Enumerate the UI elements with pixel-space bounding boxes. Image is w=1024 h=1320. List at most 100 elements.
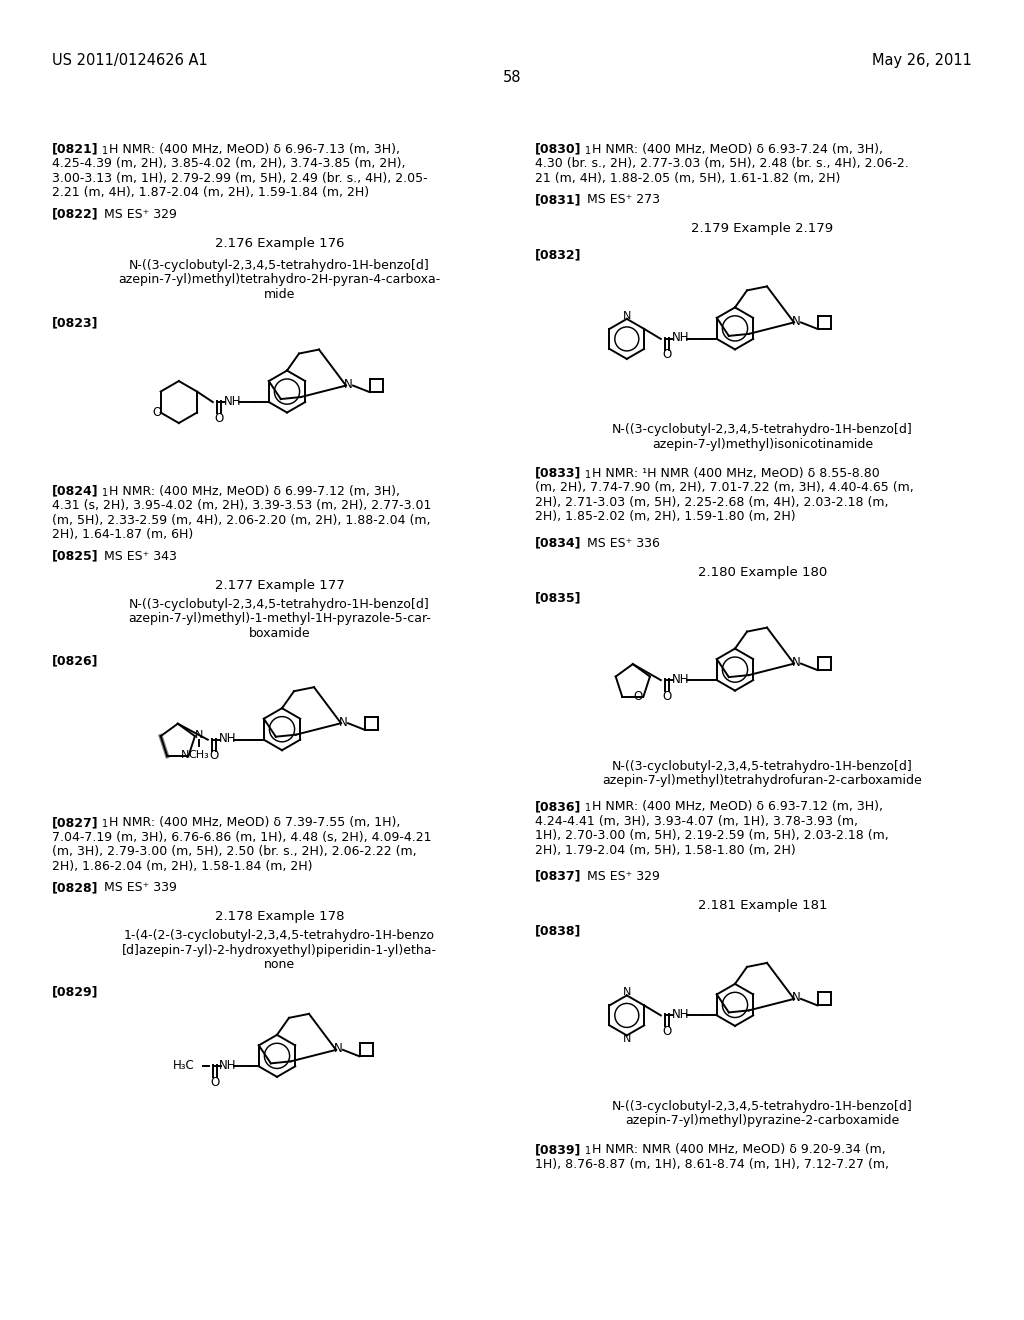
Text: [0837]: [0837] xyxy=(535,870,582,883)
Text: O: O xyxy=(634,690,643,704)
Text: H NMR: (400 MHz, MeOD) δ 7.39-7.55 (m, 1H),: H NMR: (400 MHz, MeOD) δ 7.39-7.55 (m, 1… xyxy=(109,816,400,829)
Text: 2H), 1.79-2.04 (m, 5H), 1.58-1.80 (m, 2H): 2H), 1.79-2.04 (m, 5H), 1.58-1.80 (m, 2H… xyxy=(535,843,796,857)
Text: N: N xyxy=(195,730,203,741)
Text: N: N xyxy=(623,987,631,998)
Text: N: N xyxy=(623,312,631,321)
Text: N: N xyxy=(623,1035,631,1044)
Text: 2.178 Example 178: 2.178 Example 178 xyxy=(215,911,344,924)
Text: 1: 1 xyxy=(585,470,591,480)
Text: MS ES⁺ 343: MS ES⁺ 343 xyxy=(104,550,177,562)
Text: 2.179 Example 2.179: 2.179 Example 2.179 xyxy=(691,222,834,235)
Text: (m, 2H), 7.74-7.90 (m, 2H), 7.01-7.22 (m, 3H), 4.40-4.65 (m,: (m, 2H), 7.74-7.90 (m, 2H), 7.01-7.22 (m… xyxy=(535,482,913,495)
Text: azepin-7-yl)methyl)tetrahydrofuran-2-carboxamide: azepin-7-yl)methyl)tetrahydrofuran-2-car… xyxy=(603,774,923,787)
Text: NH: NH xyxy=(672,673,689,685)
Text: [0839]: [0839] xyxy=(535,1143,582,1156)
Text: 7.04-7.19 (m, 3H), 6.76-6.86 (m, 1H), 4.48 (s, 2H), 4.09-4.21: 7.04-7.19 (m, 3H), 6.76-6.86 (m, 1H), 4.… xyxy=(52,830,431,843)
Text: [d]azepin-7-yl)-2-hydroxyethyl)piperidin-1-yl)etha-: [d]azepin-7-yl)-2-hydroxyethyl)piperidin… xyxy=(122,944,437,957)
Text: [0828]: [0828] xyxy=(52,882,98,895)
Text: [0832]: [0832] xyxy=(535,248,582,261)
Text: 2H), 1.86-2.04 (m, 2H), 1.58-1.84 (m, 2H): 2H), 1.86-2.04 (m, 2H), 1.58-1.84 (m, 2H… xyxy=(52,859,312,873)
Text: 21 (m, 4H), 1.88-2.05 (m, 5H), 1.61-1.82 (m, 2H): 21 (m, 4H), 1.88-2.05 (m, 5H), 1.61-1.82… xyxy=(535,172,841,185)
Text: MS ES⁺ 329: MS ES⁺ 329 xyxy=(587,870,659,883)
Text: [0838]: [0838] xyxy=(535,925,582,939)
Text: [0830]: [0830] xyxy=(535,143,582,156)
Text: 1: 1 xyxy=(585,1146,591,1156)
Text: O: O xyxy=(152,407,161,418)
Text: N-((3-cyclobutyl-2,3,4,5-tetrahydro-1H-benzo[d]: N-((3-cyclobutyl-2,3,4,5-tetrahydro-1H-b… xyxy=(612,424,912,437)
Text: 2H), 1.85-2.02 (m, 2H), 1.59-1.80 (m, 2H): 2H), 1.85-2.02 (m, 2H), 1.59-1.80 (m, 2H… xyxy=(535,511,796,524)
Text: [0833]: [0833] xyxy=(535,467,582,480)
Text: [0826]: [0826] xyxy=(52,655,98,667)
Text: O: O xyxy=(209,750,218,762)
Text: 1: 1 xyxy=(585,803,591,813)
Text: 4.24-4.41 (m, 3H), 3.93-4.07 (m, 1H), 3.78-3.93 (m,: 4.24-4.41 (m, 3H), 3.93-4.07 (m, 1H), 3.… xyxy=(535,814,858,828)
Text: MS ES⁺ 336: MS ES⁺ 336 xyxy=(587,536,659,549)
Text: H NMR: (400 MHz, MeOD) δ 6.93-7.12 (m, 3H),: H NMR: (400 MHz, MeOD) δ 6.93-7.12 (m, 3… xyxy=(592,800,883,813)
Text: O: O xyxy=(214,412,223,425)
Text: H NMR: (400 MHz, MeOD) δ 6.96-7.13 (m, 3H),: H NMR: (400 MHz, MeOD) δ 6.96-7.13 (m, 3… xyxy=(109,143,400,156)
Text: [0822]: [0822] xyxy=(52,207,98,220)
Text: azepin-7-yl)methyl)isonicotinamide: azepin-7-yl)methyl)isonicotinamide xyxy=(652,438,873,451)
Text: [0821]: [0821] xyxy=(52,143,98,156)
Text: NH: NH xyxy=(672,1008,689,1020)
Text: NH: NH xyxy=(219,733,237,746)
Text: May 26, 2011: May 26, 2011 xyxy=(872,53,972,67)
Text: [0831]: [0831] xyxy=(535,193,582,206)
Text: 4.30 (br. s., 2H), 2.77-3.03 (m, 5H), 2.48 (br. s., 4H), 2.06-2.: 4.30 (br. s., 2H), 2.77-3.03 (m, 5H), 2.… xyxy=(535,157,908,170)
Text: N: N xyxy=(334,1043,342,1056)
Text: H NMR: ¹H NMR (400 MHz, MeOD) δ 8.55-8.80: H NMR: ¹H NMR (400 MHz, MeOD) δ 8.55-8.8… xyxy=(592,467,880,480)
Text: H NMR: (400 MHz, MeOD) δ 6.99-7.12 (m, 3H),: H NMR: (400 MHz, MeOD) δ 6.99-7.12 (m, 3… xyxy=(109,484,400,498)
Text: azepin-7-yl)methyl)pyrazine-2-carboxamide: azepin-7-yl)methyl)pyrazine-2-carboxamid… xyxy=(626,1114,900,1127)
Text: [0834]: [0834] xyxy=(535,536,582,549)
Text: 2.181 Example 181: 2.181 Example 181 xyxy=(697,899,827,912)
Text: NH: NH xyxy=(224,395,242,408)
Text: US 2011/0124626 A1: US 2011/0124626 A1 xyxy=(52,53,208,67)
Text: NH: NH xyxy=(219,1059,237,1072)
Text: 1-(4-(2-(3-cyclobutyl-2,3,4,5-tetrahydro-1H-benzo: 1-(4-(2-(3-cyclobutyl-2,3,4,5-tetrahydro… xyxy=(124,929,435,942)
Text: mide: mide xyxy=(264,288,295,301)
Text: MS ES⁺ 339: MS ES⁺ 339 xyxy=(104,882,177,895)
Text: [0827]: [0827] xyxy=(52,816,98,829)
Text: [0836]: [0836] xyxy=(535,800,582,813)
Text: [0823]: [0823] xyxy=(52,317,98,330)
Text: (m, 3H), 2.79-3.00 (m, 5H), 2.50 (br. s., 2H), 2.06-2.22 (m,: (m, 3H), 2.79-3.00 (m, 5H), 2.50 (br. s.… xyxy=(52,845,417,858)
Text: N-((3-cyclobutyl-2,3,4,5-tetrahydro-1H-benzo[d]: N-((3-cyclobutyl-2,3,4,5-tetrahydro-1H-b… xyxy=(612,1100,912,1113)
Text: H NMR: (400 MHz, MeOD) δ 6.93-7.24 (m, 3H),: H NMR: (400 MHz, MeOD) δ 6.93-7.24 (m, 3… xyxy=(592,143,883,156)
Text: N: N xyxy=(792,991,801,1005)
Text: N: N xyxy=(344,378,352,391)
Text: 1H), 8.76-8.87 (m, 1H), 8.61-8.74 (m, 1H), 7.12-7.27 (m,: 1H), 8.76-8.87 (m, 1H), 8.61-8.74 (m, 1H… xyxy=(535,1158,889,1171)
Text: 2H), 1.64-1.87 (m, 6H): 2H), 1.64-1.87 (m, 6H) xyxy=(52,528,194,541)
Text: MS ES⁺ 273: MS ES⁺ 273 xyxy=(587,193,660,206)
Text: N: N xyxy=(792,315,801,327)
Text: N-((3-cyclobutyl-2,3,4,5-tetrahydro-1H-benzo[d]: N-((3-cyclobutyl-2,3,4,5-tetrahydro-1H-b… xyxy=(129,259,430,272)
Text: 4.31 (s, 2H), 3.95-4.02 (m, 2H), 3.39-3.53 (m, 2H), 2.77-3.01: 4.31 (s, 2H), 3.95-4.02 (m, 2H), 3.39-3.… xyxy=(52,499,431,512)
Text: (m, 5H), 2.33-2.59 (m, 4H), 2.06-2.20 (m, 2H), 1.88-2.04 (m,: (m, 5H), 2.33-2.59 (m, 4H), 2.06-2.20 (m… xyxy=(52,513,430,527)
Text: N-((3-cyclobutyl-2,3,4,5-tetrahydro-1H-benzo[d]: N-((3-cyclobutyl-2,3,4,5-tetrahydro-1H-b… xyxy=(612,759,912,772)
Text: O: O xyxy=(210,1076,219,1089)
Text: 1: 1 xyxy=(102,487,109,498)
Text: 2H), 2.71-3.03 (m, 5H), 2.25-2.68 (m, 4H), 2.03-2.18 (m,: 2H), 2.71-3.03 (m, 5H), 2.25-2.68 (m, 4H… xyxy=(535,496,889,510)
Text: 2.21 (m, 4H), 1.87-2.04 (m, 2H), 1.59-1.84 (m, 2H): 2.21 (m, 4H), 1.87-2.04 (m, 2H), 1.59-1.… xyxy=(52,186,369,199)
Text: boxamide: boxamide xyxy=(249,627,310,640)
Text: CH₃: CH₃ xyxy=(188,750,209,760)
Text: [0829]: [0829] xyxy=(52,986,98,999)
Text: 1: 1 xyxy=(102,145,109,156)
Text: [0824]: [0824] xyxy=(52,484,98,498)
Text: 3.00-3.13 (m, 1H), 2.79-2.99 (m, 5H), 2.49 (br. s., 4H), 2.05-: 3.00-3.13 (m, 1H), 2.79-2.99 (m, 5H), 2.… xyxy=(52,172,428,185)
Text: H₃C: H₃C xyxy=(173,1059,195,1072)
Text: azepin-7-yl)methyl)tetrahydro-2H-pyran-4-carboxa-: azepin-7-yl)methyl)tetrahydro-2H-pyran-4… xyxy=(119,273,440,286)
Text: MS ES⁺ 329: MS ES⁺ 329 xyxy=(104,207,177,220)
Text: 2.180 Example 180: 2.180 Example 180 xyxy=(698,565,827,578)
Text: 4.25-4.39 (m, 2H), 3.85-4.02 (m, 2H), 3.74-3.85 (m, 2H),: 4.25-4.39 (m, 2H), 3.85-4.02 (m, 2H), 3.… xyxy=(52,157,406,170)
Text: O: O xyxy=(663,348,672,362)
Text: N-((3-cyclobutyl-2,3,4,5-tetrahydro-1H-benzo[d]: N-((3-cyclobutyl-2,3,4,5-tetrahydro-1H-b… xyxy=(129,598,430,611)
Text: NH: NH xyxy=(672,331,689,345)
Text: N: N xyxy=(181,750,189,760)
Text: N: N xyxy=(339,715,347,729)
Text: [0835]: [0835] xyxy=(535,591,582,605)
Text: 1: 1 xyxy=(585,145,591,156)
Text: none: none xyxy=(264,958,295,972)
Text: azepin-7-yl)methyl)-1-methyl-1H-pyrazole-5-car-: azepin-7-yl)methyl)-1-methyl-1H-pyrazole… xyxy=(128,612,431,626)
Text: 58: 58 xyxy=(503,70,521,84)
Text: 1H), 2.70-3.00 (m, 5H), 2.19-2.59 (m, 5H), 2.03-2.18 (m,: 1H), 2.70-3.00 (m, 5H), 2.19-2.59 (m, 5H… xyxy=(535,829,889,842)
